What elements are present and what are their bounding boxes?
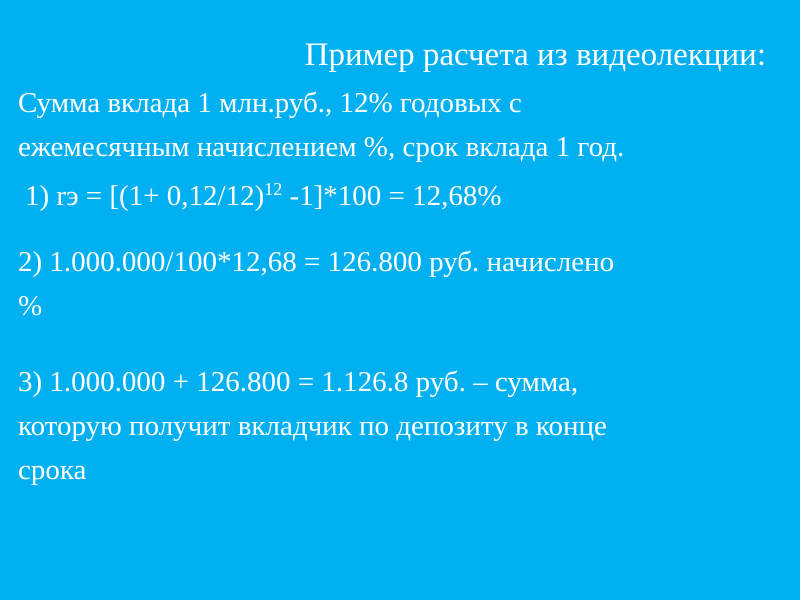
- step3-line-2: которую получит вкладчик по депозиту в к…: [18, 410, 607, 442]
- step2-line-1: 2) 1.000.000/100*12,68 = 126.800 руб. на…: [18, 246, 615, 278]
- step1-formula-prefix: 1) rэ = [(1+ 0,12/12): [25, 180, 265, 212]
- step3-line-1: 3) 1.000.000 + 126.800 = 1.126.8 руб. – …: [18, 366, 579, 398]
- step2-line-2: %: [18, 290, 43, 322]
- deposit-terms-paragraph: Сумма вклада 1 млн.руб., 12% годовых с е…: [0, 81, 800, 169]
- step1-formula: 1) rэ = [(1+ 0,12/12)12 -1]*100 = 12,68%: [0, 174, 800, 218]
- step3-result: 3) 1.000.000 + 126.800 = 1.126.8 руб. – …: [0, 360, 800, 492]
- step3-line-3: срока: [18, 454, 87, 486]
- exponent-superscript: 12: [264, 179, 283, 200]
- deposit-terms-line-2: ежемесячным начислением %, срок вклада 1…: [18, 131, 625, 163]
- step2-calculation: 2) 1.000.000/100*12,68 = 126.800 руб. на…: [0, 240, 800, 328]
- deposit-terms-line-1: Сумма вклада 1 млн.руб., 12% годовых с: [18, 87, 522, 119]
- slide-title: Пример расчета из видеолекции:: [304, 37, 766, 73]
- step1-formula-suffix: -1]*100 = 12,68%: [282, 180, 502, 212]
